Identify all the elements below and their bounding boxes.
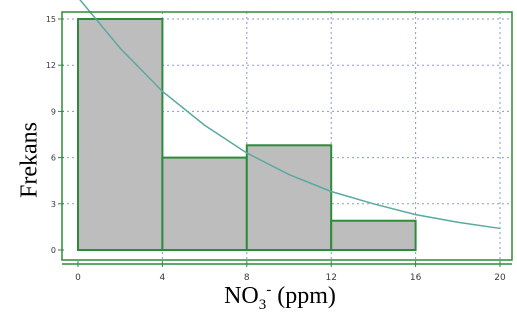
tick-labels: 0 4 8 12 16 20 0 3 6 9 12 15	[46, 15, 506, 283]
x-axis-title-superscript: -	[266, 282, 272, 298]
y-tick-label-1: 3	[51, 200, 56, 209]
x-tick-label-1: 4	[160, 273, 166, 283]
y-axis-title-text: Frekans	[16, 122, 43, 198]
x-tick-label-3: 12	[325, 273, 336, 283]
exponential-fit-curve	[79, 0, 501, 230]
y-tick-label-2: 6	[51, 154, 56, 163]
x-tick-label-2: 8	[244, 273, 250, 283]
x-tick-label-4: 16	[410, 273, 422, 283]
y-tick-label-5: 15	[46, 15, 56, 24]
histogram-bar-3	[245, 144, 333, 251]
histogram-bar-4	[330, 219, 417, 252]
plot-frame	[61, 11, 513, 261]
y-axis-title: Frekans	[10, 122, 50, 198]
x-axis-title-unit: (ppm)	[271, 283, 336, 309]
histogram-bars	[77, 18, 417, 252]
y-tick-label-0: 0	[51, 246, 56, 255]
y-tick-label-4: 12	[46, 61, 56, 70]
x-axis-title-main: NO	[224, 283, 259, 309]
axes	[61, 11, 513, 265]
x-axis-title: NO3- (ppm)	[200, 282, 360, 314]
histogram-bar-1	[77, 18, 164, 251]
x-axis-title-subscript: 3	[258, 296, 267, 313]
fit-curve-group	[79, 0, 501, 230]
x-tick-label-0: 0	[75, 273, 81, 283]
histogram-bar-2	[161, 156, 248, 252]
x-tick-label-5: 20	[494, 273, 506, 283]
y-tick-label-3: 9	[51, 107, 56, 116]
